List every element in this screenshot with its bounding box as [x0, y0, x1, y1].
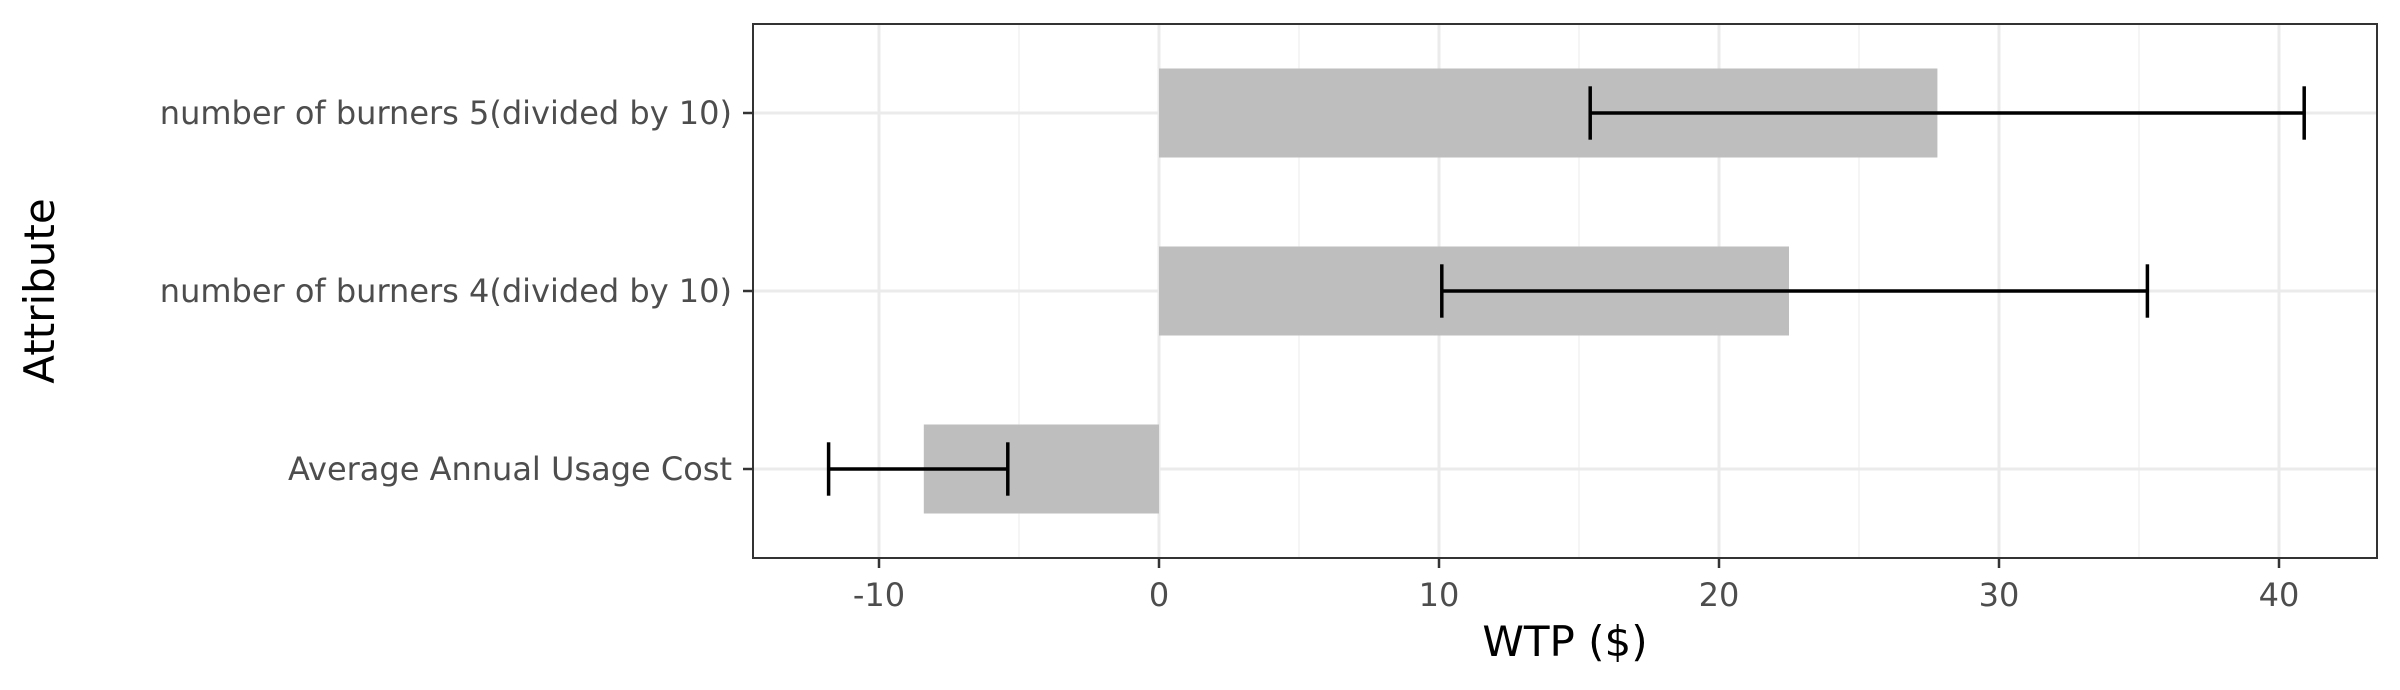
- x-tick-label: -10: [853, 576, 905, 614]
- x-axis-title: WTP ($): [1482, 617, 1647, 666]
- x-tick-label: 30: [1979, 576, 2020, 614]
- x-tick-label: 40: [2259, 576, 2300, 614]
- x-tick-label: 0: [1149, 576, 1169, 614]
- error-bar: [1440, 264, 2150, 318]
- error-bars: [826, 86, 2306, 496]
- x-tick-label: 10: [1419, 576, 1460, 614]
- error-bar: [1588, 86, 2306, 140]
- y-tick-label: number of burners 5(divided by 10): [160, 94, 732, 132]
- x-tick-label: 20: [1699, 576, 1740, 614]
- x-axis: -10 0 10 20 30 40: [853, 558, 2299, 614]
- error-bar: [826, 442, 1010, 496]
- y-axis: number of burners 5(divided by 10) number…: [160, 94, 753, 488]
- y-tick-label: Average Annual Usage Cost: [288, 450, 732, 488]
- y-axis-title: Attribute: [15, 198, 64, 383]
- y-tick-label: number of burners 4(divided by 10): [160, 272, 732, 310]
